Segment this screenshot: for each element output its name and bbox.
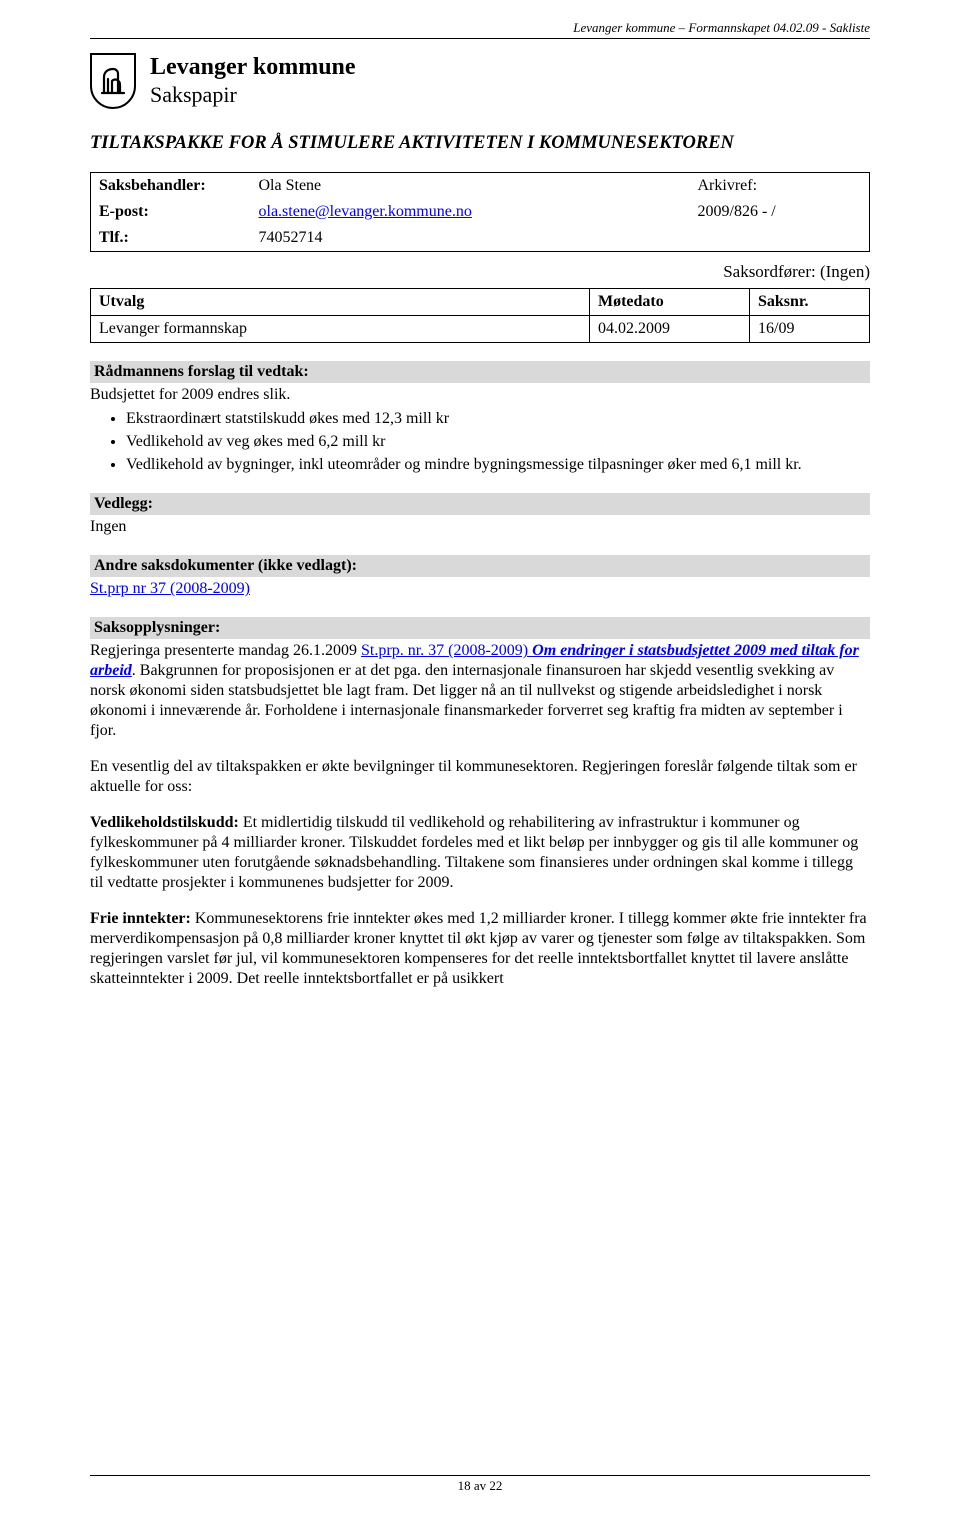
meta-epost-link[interactable]: ola.stene@levanger.kommune.no: [259, 203, 472, 220]
org-block: Levanger kommune Sakspapir: [90, 53, 870, 109]
org-text: Levanger kommune Sakspapir: [150, 53, 356, 108]
meta-label-tlf: Tlf.:: [91, 225, 251, 252]
utvalg-cell-2: 16/09: [750, 316, 870, 343]
section-radmann: Rådmannens forslag til vedtak:: [90, 361, 870, 383]
andre-link[interactable]: St.prp nr 37 (2008-2009): [90, 580, 250, 597]
doc-type: Sakspapir: [150, 82, 356, 108]
page-number: 18 av 22: [458, 1478, 503, 1493]
p4-text: Kommunesektorens frie inntekter økes med…: [90, 910, 867, 987]
p1-link[interactable]: St.prp. nr. 37 (2008-2009): [361, 642, 532, 659]
vedlegg-text: Ingen: [90, 517, 870, 537]
utvalg-cell-0: Levanger formannskap: [91, 316, 590, 343]
p4-bold: Frie inntekter:: [90, 910, 191, 927]
radmann-intro: Budsjettet for 2009 endres slik.: [90, 385, 870, 405]
running-header: Levanger kommune – Formannskapet 04.02.0…: [90, 20, 870, 38]
radmann-bullets: Ekstraordinært statstilskudd økes med 12…: [126, 409, 870, 475]
utvalg-table: Utvalg Møtedato Saksnr. Levanger formann…: [90, 288, 870, 343]
meta-label-epost: E-post:: [91, 199, 251, 225]
saksoppl-p4: Frie inntekter: Kommunesektorens frie in…: [90, 909, 870, 989]
meta-tlf: 74052714: [251, 225, 690, 252]
meta-label-arkivref: Arkivref:: [690, 173, 870, 200]
saksoppl-p1: Regjeringa presenterte mandag 26.1.2009 …: [90, 641, 870, 741]
meta-label-saksbehandler: Saksbehandler:: [91, 173, 251, 200]
section-saksoppl: Saksopplysninger:: [90, 617, 870, 639]
header-rule: [90, 38, 870, 39]
section-andre: Andre saksdokumenter (ikke vedlagt):: [90, 555, 870, 577]
bullet-item: Vedlikehold av bygninger, inkl uteområde…: [126, 455, 870, 476]
page-footer: 18 av 22: [0, 1475, 960, 1494]
utvalg-header-2: Saksnr.: [750, 289, 870, 316]
bullet-item: Vedlikehold av veg økes med 6,2 mill kr: [126, 432, 870, 453]
page: Levanger kommune – Formannskapet 04.02.0…: [0, 0, 960, 1516]
meta-table: Saksbehandler: Ola Stene Arkivref: E-pos…: [90, 172, 870, 252]
saksoppl-p2: En vesentlig del av tiltakspakken er økt…: [90, 757, 870, 797]
utvalg-cell-1: 04.02.2009: [590, 316, 750, 343]
section-vedlegg: Vedlegg:: [90, 493, 870, 515]
saksoppl-p3: Vedlikeholdstilskudd: Et midlertidig til…: [90, 813, 870, 893]
saksordforer: Saksordfører: (Ingen): [90, 262, 870, 282]
meta-arkivref: 2009/826 - /: [690, 199, 870, 225]
crest-icon: [90, 53, 136, 109]
footer-rule: [90, 1475, 870, 1476]
p3-bold: Vedlikeholdstilskudd:: [90, 814, 239, 831]
meta-saksbehandler: Ola Stene: [251, 173, 690, 200]
bullet-item: Ekstraordinært statstilskudd økes med 12…: [126, 409, 870, 430]
org-name: Levanger kommune: [150, 53, 356, 82]
p1-pre: Regjeringa presenterte mandag 26.1.2009: [90, 642, 361, 659]
p1-post: . Bakgrunnen for proposisjonen er at det…: [90, 662, 843, 739]
meta-empty: [690, 225, 870, 252]
utvalg-header-1: Møtedato: [590, 289, 750, 316]
document-title: TILTAKSPAKKE FOR Å STIMULERE AKTIVITETEN…: [90, 133, 870, 154]
utvalg-header-0: Utvalg: [91, 289, 590, 316]
